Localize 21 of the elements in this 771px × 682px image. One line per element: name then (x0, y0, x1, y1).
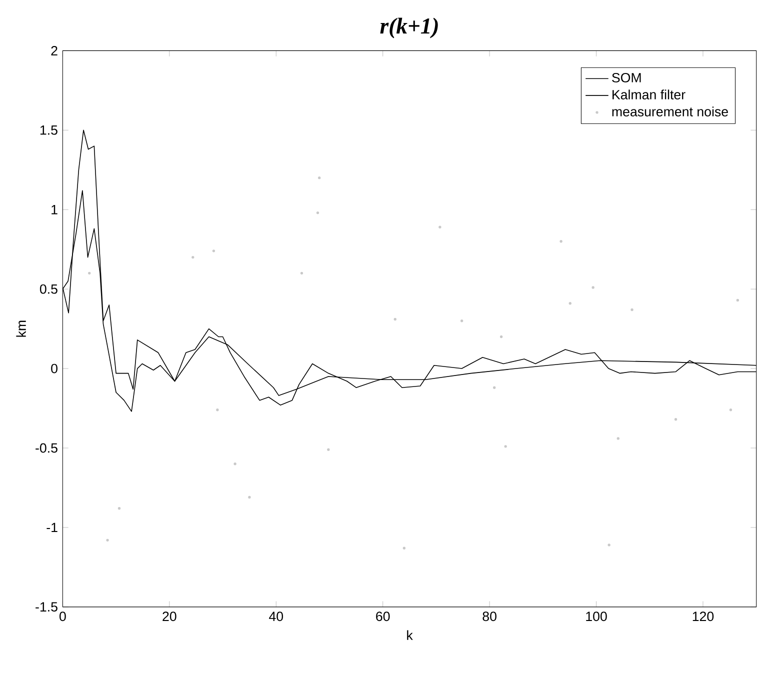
x-tick-label: 60 (376, 612, 390, 622)
y-tick-label: 1.5 (40, 126, 58, 135)
chart-title: r(k+1) (380, 18, 438, 38)
x-tick-label: 40 (269, 612, 284, 622)
x-tick-label: 120 (692, 612, 714, 622)
legend-label: Kalman filter (612, 90, 686, 100)
y-tick-label: -1.5 (36, 602, 58, 612)
y-tick-label: -1 (46, 523, 58, 532)
x-tick-label: 20 (162, 612, 176, 622)
y-tick-label: 1 (52, 205, 58, 214)
legend-label: SOM (612, 73, 641, 83)
y-tick-label: -0.5 (36, 443, 58, 453)
x-axis-title: k (407, 630, 413, 640)
y-tick-label: 0 (51, 364, 58, 374)
y-axis-title: km (16, 320, 26, 337)
x-tick-label: 80 (482, 612, 496, 622)
x-tick-label: 100 (586, 612, 607, 622)
y-tick-label: 2 (51, 46, 58, 56)
legend-label: measurement noise (612, 106, 728, 117)
y-tick-label: 0.5 (40, 284, 58, 294)
x-tick-label: 0 (60, 612, 66, 622)
